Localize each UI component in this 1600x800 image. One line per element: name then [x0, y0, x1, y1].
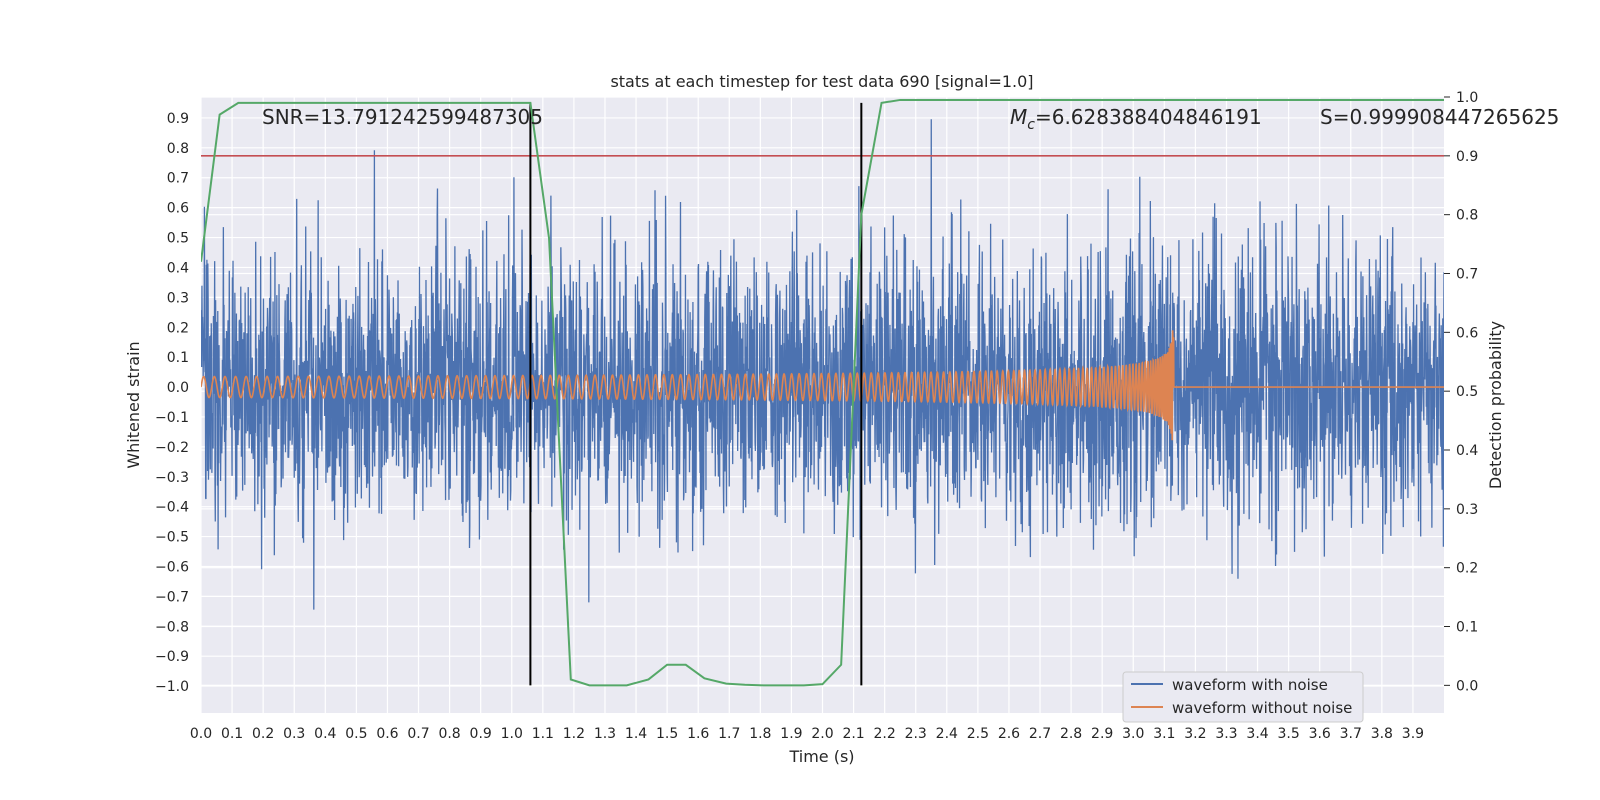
x-tick-label: 1.3 [594, 726, 616, 742]
x-tick-label: 1.5 [656, 726, 678, 742]
y-tick-label: −0.6 [155, 559, 189, 575]
s-annotation: S=0.999908447265625 [1320, 105, 1559, 129]
x-tick-label: 3.7 [1340, 726, 1362, 742]
y-tick-label: 0.6 [167, 201, 189, 217]
y2-tick-label: 0.8 [1456, 208, 1478, 224]
y2-tick-label: 0.1 [1456, 620, 1478, 636]
x-tick-label: 2.3 [905, 726, 927, 742]
y-tick-label: 0.3 [167, 290, 189, 306]
x-tick-label: 1.9 [780, 726, 802, 742]
y-tick-label: −0.7 [155, 589, 189, 605]
x-tick-label: 1.4 [625, 726, 647, 742]
x-tick-label: 2.9 [1091, 726, 1113, 742]
y2-tick-label: 0.0 [1456, 678, 1478, 694]
chart-title: stats at each timestep for test data 690… [610, 72, 1033, 91]
legend-box [1122, 671, 1364, 723]
y-tick-label: 0.5 [167, 231, 189, 247]
x-tick-label: 1.1 [532, 726, 554, 742]
y2-axis: 1.0 0.9 0.8 0.7 0.6 0.5 0.4 0.3 0.2 0.1 0.0 [1444, 90, 1478, 694]
x-tick-label: 0.2 [252, 726, 274, 742]
x-tick-label: 3.2 [1184, 726, 1206, 742]
y2-tick-label: 0.5 [1456, 384, 1478, 400]
y-tick-label: 0.9 [167, 111, 189, 127]
x-tick-label: 0.7 [407, 726, 429, 742]
legend-label-waveform-without-noise: waveform without noise [1172, 699, 1352, 717]
x-tick-label: 3.6 [1309, 726, 1331, 742]
x-tick-label: 3.3 [1215, 726, 1237, 742]
y2-tick-label: 0.9 [1456, 149, 1478, 165]
y2-tick-label: 0.6 [1456, 325, 1478, 341]
x-tick-label: 0.5 [345, 726, 367, 742]
y2-tick-label: 0.3 [1456, 502, 1478, 518]
legend: waveform with noise waveform without noi… [1122, 671, 1364, 723]
y-tick-label: 0.4 [167, 260, 189, 276]
x-tick-label: 1.6 [687, 726, 709, 742]
y-tick-label: −1.0 [155, 679, 189, 695]
chirp-mass-annotation: Mc=6.628388404846191 [1010, 105, 1262, 133]
y-tick-label: −0.8 [155, 619, 189, 635]
y-tick-label: −0.5 [155, 530, 189, 546]
series-line-detection-probability [201, 98, 1444, 687]
x-tick-label: 3.4 [1246, 726, 1268, 742]
x-tick-label: 3.5 [1277, 726, 1299, 742]
x-tick-label: 3.1 [1153, 726, 1175, 742]
y-tick-label: −0.4 [155, 500, 189, 516]
x-tick-label: 1.8 [749, 726, 771, 742]
x-tick-label: 1.2 [563, 726, 585, 742]
y-tick-label: 0.8 [167, 141, 189, 157]
x-tick-label: 2.8 [1060, 726, 1082, 742]
legend-label-waveform-with-noise: waveform with noise [1172, 676, 1328, 694]
x-tick-label: 2.2 [874, 726, 896, 742]
x-tick-label: 2.0 [811, 726, 833, 742]
series-line-waveform-without-noise [201, 330, 1444, 441]
x-tick-label: 3.8 [1371, 726, 1393, 742]
x-tick-label: 2.4 [936, 726, 958, 742]
y-tick-label: 0.0 [167, 380, 189, 396]
x-tick-label: 0.3 [283, 726, 305, 742]
snr-annotation: SNR=13.791242599487305 [262, 105, 543, 129]
x-tick-label: 2.7 [1029, 726, 1051, 742]
x-tick-label: 2.5 [967, 726, 989, 742]
x-tick-label: 0.0 [190, 726, 212, 742]
x-tick-label: 2.1 [842, 726, 864, 742]
x-tick-label: 3.0 [1122, 726, 1144, 742]
x-tick-label: 0.4 [314, 726, 336, 742]
y2-tick-label: 0.7 [1456, 267, 1478, 283]
y-tick-label: 0.2 [167, 320, 189, 336]
x-tick-label: 1.7 [718, 726, 740, 742]
x-tick-label: 0.6 [376, 726, 398, 742]
vertical-markers [529, 102, 863, 686]
y-axis-label: Whitened strain [124, 341, 143, 468]
x-tick-label: 0.9 [470, 726, 492, 742]
x-tick-label: 0.1 [221, 726, 243, 742]
y-tick-label: −0.2 [155, 440, 189, 456]
x-tick-label: 3.9 [1402, 726, 1424, 742]
y2-tick-label: 1.0 [1456, 90, 1478, 106]
y-tick-label: 0.7 [167, 171, 189, 187]
x-tick-label: 1.0 [501, 726, 523, 742]
x-axis: 0.0 0.1 0.2 0.3 0.4 0.5 0.6 0.7 0.8 0.9 1.0 1.1 1.2 1… [190, 726, 1424, 742]
y-tick-label: −0.3 [155, 470, 189, 486]
y-tick-label: −0.1 [155, 410, 189, 426]
y-tick-label: −0.9 [155, 649, 189, 665]
y-tick-label: 0.1 [167, 350, 189, 366]
y2-axis-label: Detection probability [1486, 321, 1505, 489]
y2-tick-label: 0.4 [1456, 443, 1478, 459]
plot-area [201, 98, 1444, 687]
y-axis: 0.9 0.8 0.7 0.6 0.5 0.4 0.3 0.2 0.1 0.0 −0.1 −0.2 −0… [155, 111, 189, 695]
series-line-waveform-with-noise [201, 119, 1444, 610]
x-tick-label: 0.8 [438, 726, 460, 742]
x-axis-label: Time (s) [788, 747, 854, 766]
y2-tick-label: 0.2 [1456, 561, 1478, 577]
x-tick-label: 2.6 [998, 726, 1020, 742]
